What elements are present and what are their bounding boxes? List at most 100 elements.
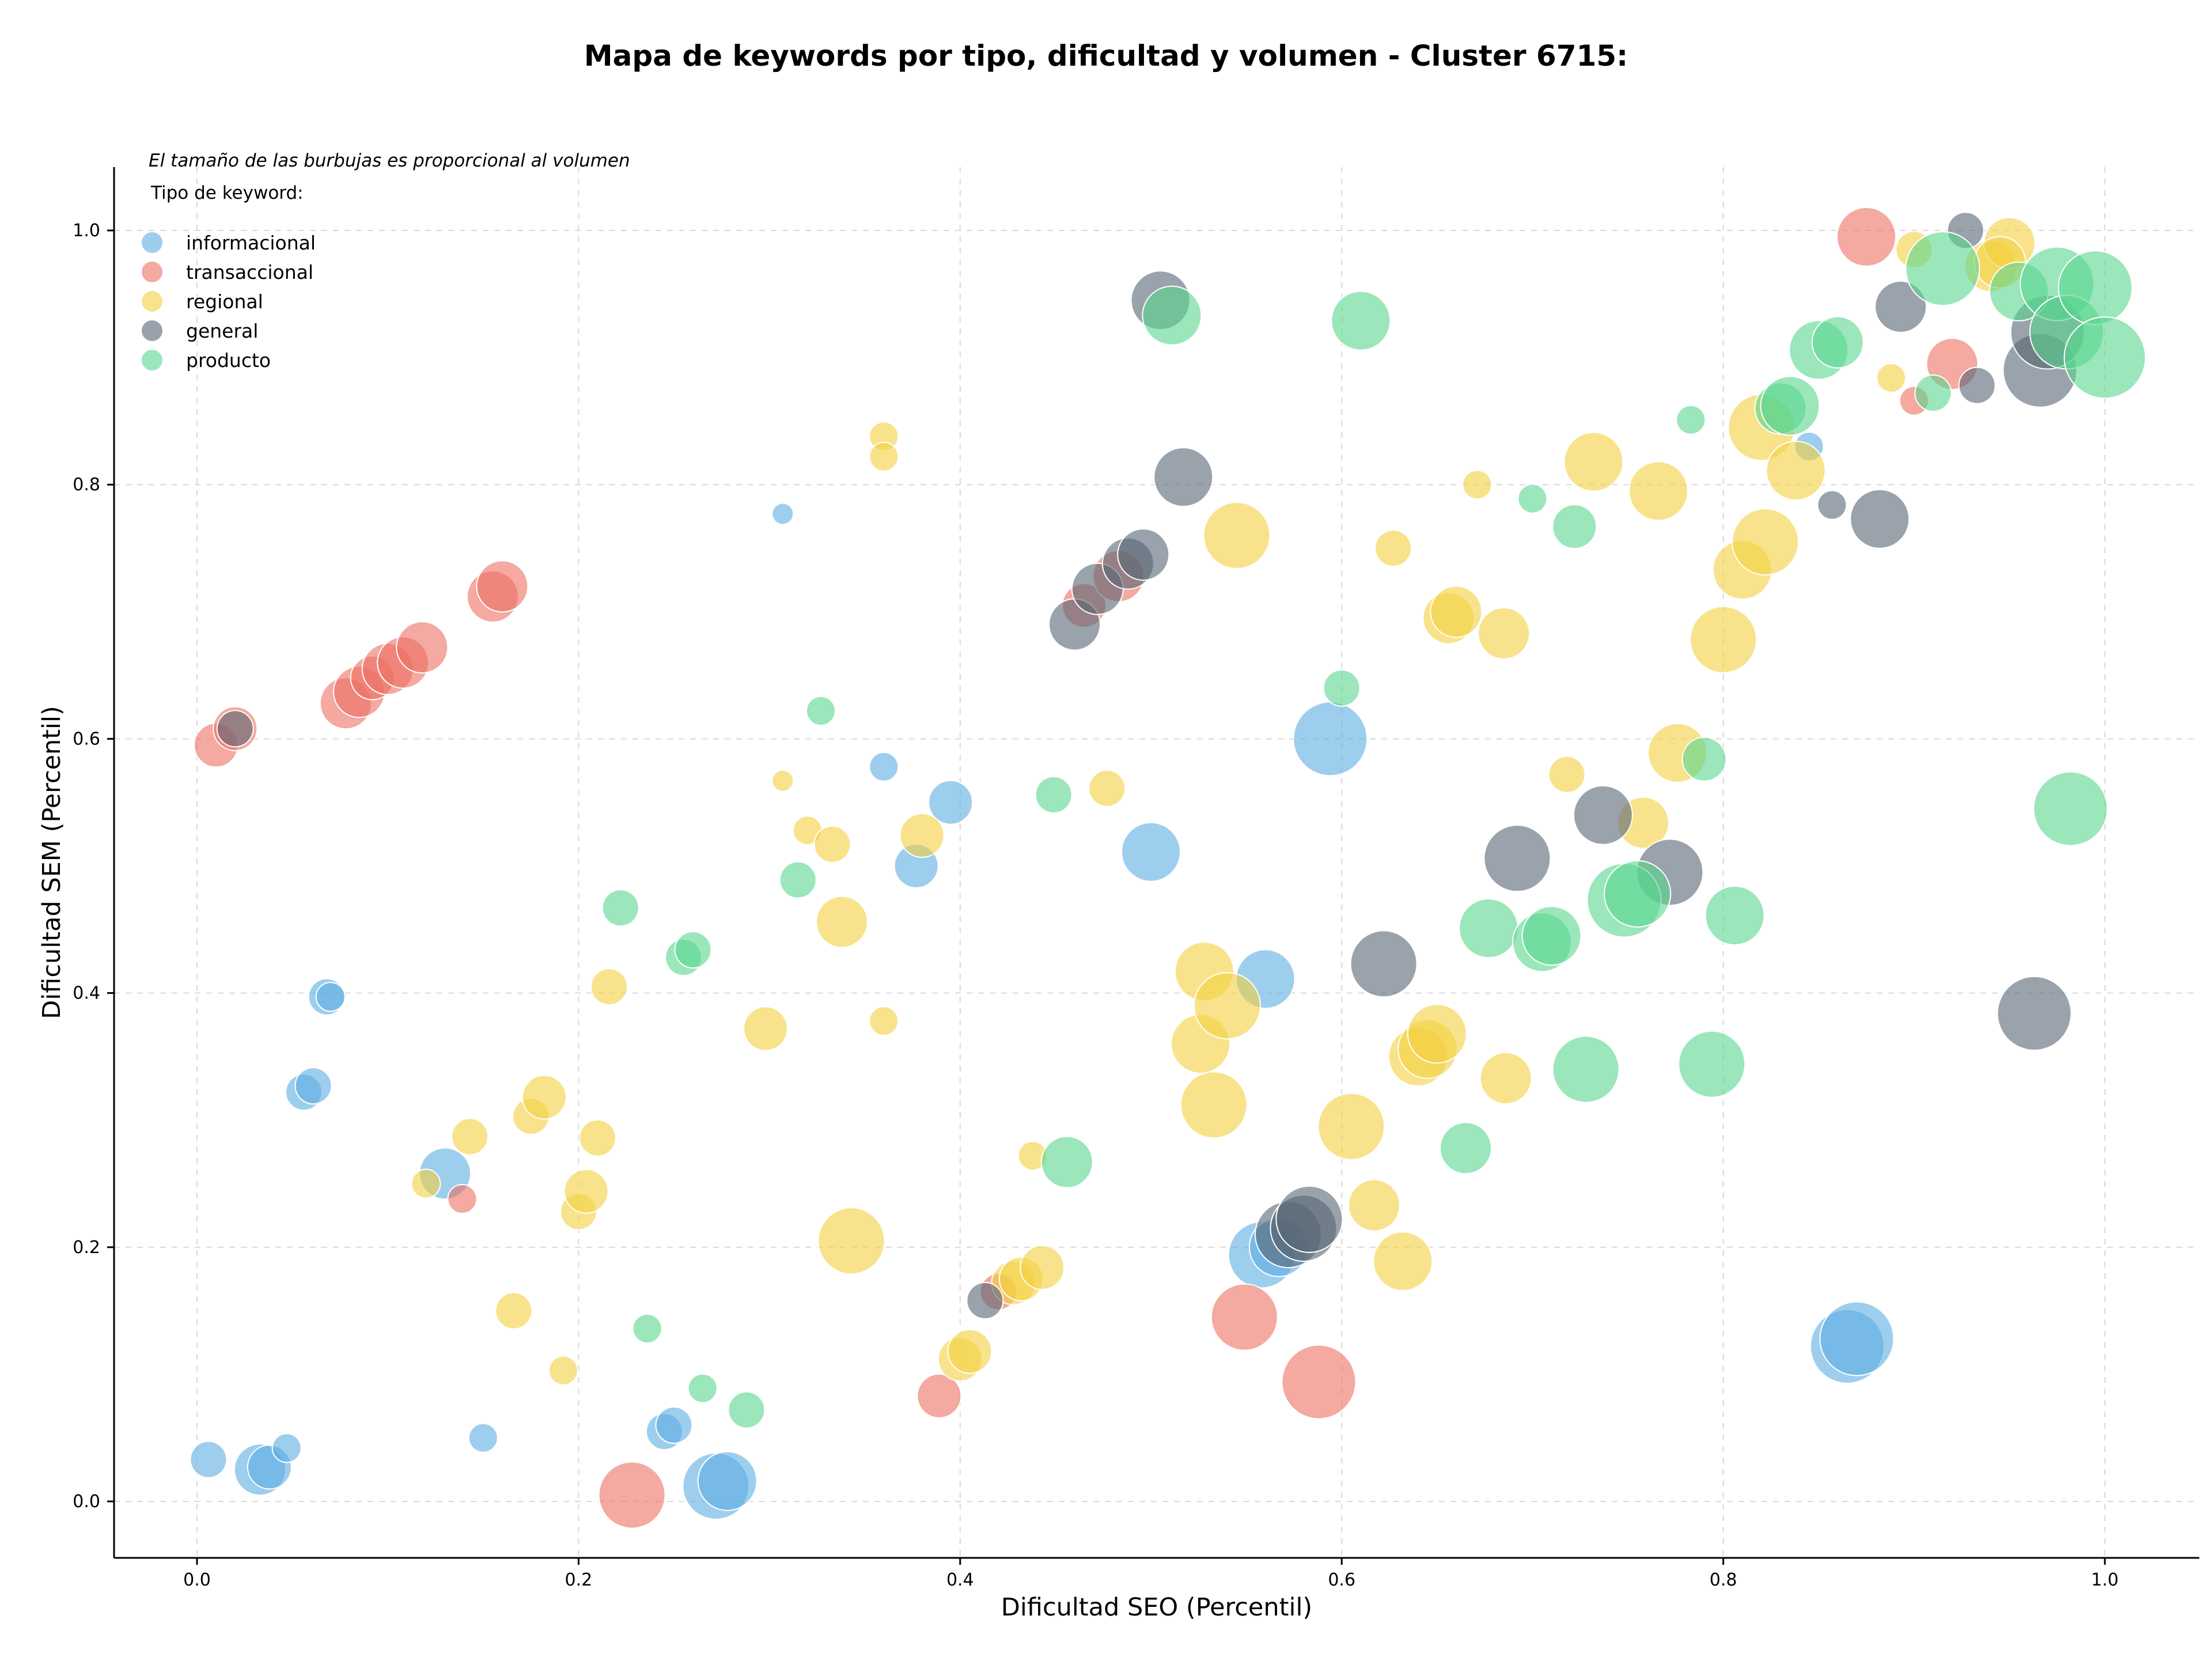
bubble-regional [1194,972,1261,1040]
bubble-regional [1462,470,1493,500]
bubble-general [216,710,254,748]
bubble-producto [1552,504,1597,549]
bubble-regional [495,1292,533,1330]
bubble-regional [1374,529,1412,567]
x-tick-label: 0.4 [946,1570,974,1590]
bubble-general [1117,528,1170,581]
bubble-general [1573,785,1633,845]
bubble-producto [2063,316,2146,399]
legend-label-informacional: informacional [186,232,316,254]
bubble-regional [548,1355,578,1386]
bubble-producto [1681,736,1727,782]
y-tick-label: 0.2 [73,1238,100,1258]
bubble-general [1850,489,1910,549]
legend-marker-transaccional [142,262,162,282]
bubble-producto [1142,285,1202,346]
bubbles [190,207,2146,1529]
legend-marker-general [142,320,162,341]
legend-marker-regional [142,291,162,312]
bubble-regional [579,1119,616,1157]
x-tick-label: 0.6 [1328,1570,1355,1590]
bubble-regional [947,1329,993,1374]
chart-title: Mapa de keywords por tipo, dificultad y … [584,39,1628,73]
legend: informacional transaccional regional genera… [142,232,316,372]
grid [114,167,2199,1558]
bubble-producto [779,861,817,899]
bubble-producto [1604,860,1672,928]
bubble-producto [806,695,836,726]
bubble-regional [1088,769,1126,807]
bubble-producto [687,1373,718,1403]
bubble-producto [2033,771,2108,846]
y-tick-label: 1.0 [73,221,100,241]
bubble-informacional [1293,701,1368,777]
bubble-informacional [697,1451,757,1511]
bubble-informacional [294,1067,332,1105]
bubble-regional [451,1118,489,1156]
bubble-general [1958,366,1996,404]
bubble-producto [1676,404,1706,435]
y-tick-label: 0.0 [73,1492,100,1512]
y-tick-label: 0.6 [73,729,100,749]
y-tick-label: 0.4 [73,983,100,1004]
y-tick-label: 0.8 [73,475,100,495]
bubble-regional [1876,362,1907,393]
bubble-producto [601,889,639,927]
bubble-regional [869,1006,899,1036]
y-axis-label: Dificultad SEM (Percentil) [37,706,66,1019]
bubble-regional [1478,607,1531,660]
bubble-regional [411,1168,441,1199]
bubble-informacional [1819,1301,1895,1376]
bubble-producto [1552,1035,1620,1103]
bubble-regional [1563,432,1624,492]
bubble-producto [1323,669,1361,707]
bubble-informacional [271,1433,302,1463]
bubble-regional [817,1207,885,1275]
bubble-regional [1348,1179,1400,1232]
bubble-informacional [468,1422,498,1453]
bubble-informacional [190,1440,228,1478]
bubble-informacional [771,502,794,525]
bubble-producto [2058,250,2133,326]
bubble-general [1350,930,1418,998]
bubble-producto [632,1314,662,1344]
bubble-informacional [315,982,346,1012]
legend-marker-producto [142,350,162,370]
bubble-general [966,1282,1004,1319]
bubble-informacional [928,780,974,825]
bubble-general [1817,490,1847,520]
bubble-producto [1678,1030,1746,1098]
bubble-regional [1373,1231,1433,1292]
legend-label-regional: regional [186,290,263,313]
bubble-regional [869,441,899,472]
x-ticks: 0.0 0.2 0.4 0.6 0.8 1.0 [183,1558,2119,1590]
bubble-producto [674,931,712,969]
bubble-regional [1317,1092,1385,1160]
bubble-regional [1203,501,1271,569]
bubble-regional [1479,1051,1532,1104]
bubble-producto [1459,898,1519,959]
x-tick-label: 0.8 [1710,1570,1737,1590]
legend-label-producto: producto [186,349,271,372]
bubble-regional [1690,606,1758,674]
bubble-producto [1760,376,1820,436]
bubble-regional [813,826,851,863]
x-tick-label: 0.0 [183,1570,211,1590]
bubble-regional [1766,440,1826,501]
bubble-size-note: El tamaño de las burbujas es proporciona… [149,150,630,171]
bubble-regional [771,769,794,792]
bubble-regional [1430,585,1483,638]
bubble-producto [1705,886,1765,945]
bubble-general [1153,447,1214,507]
bubble-regional [1020,1245,1065,1291]
bubble-producto [728,1391,766,1429]
bubble-transaccional [447,1184,478,1214]
bubble-producto [1914,374,1952,412]
bubble-producto [1440,1122,1492,1175]
x-tick-label: 1.0 [2091,1570,2119,1590]
bubble-transaccional [1210,1283,1278,1351]
bubble-regional [899,813,945,858]
bubble-transaccional [476,560,529,613]
bubble-transaccional [1281,1344,1357,1420]
